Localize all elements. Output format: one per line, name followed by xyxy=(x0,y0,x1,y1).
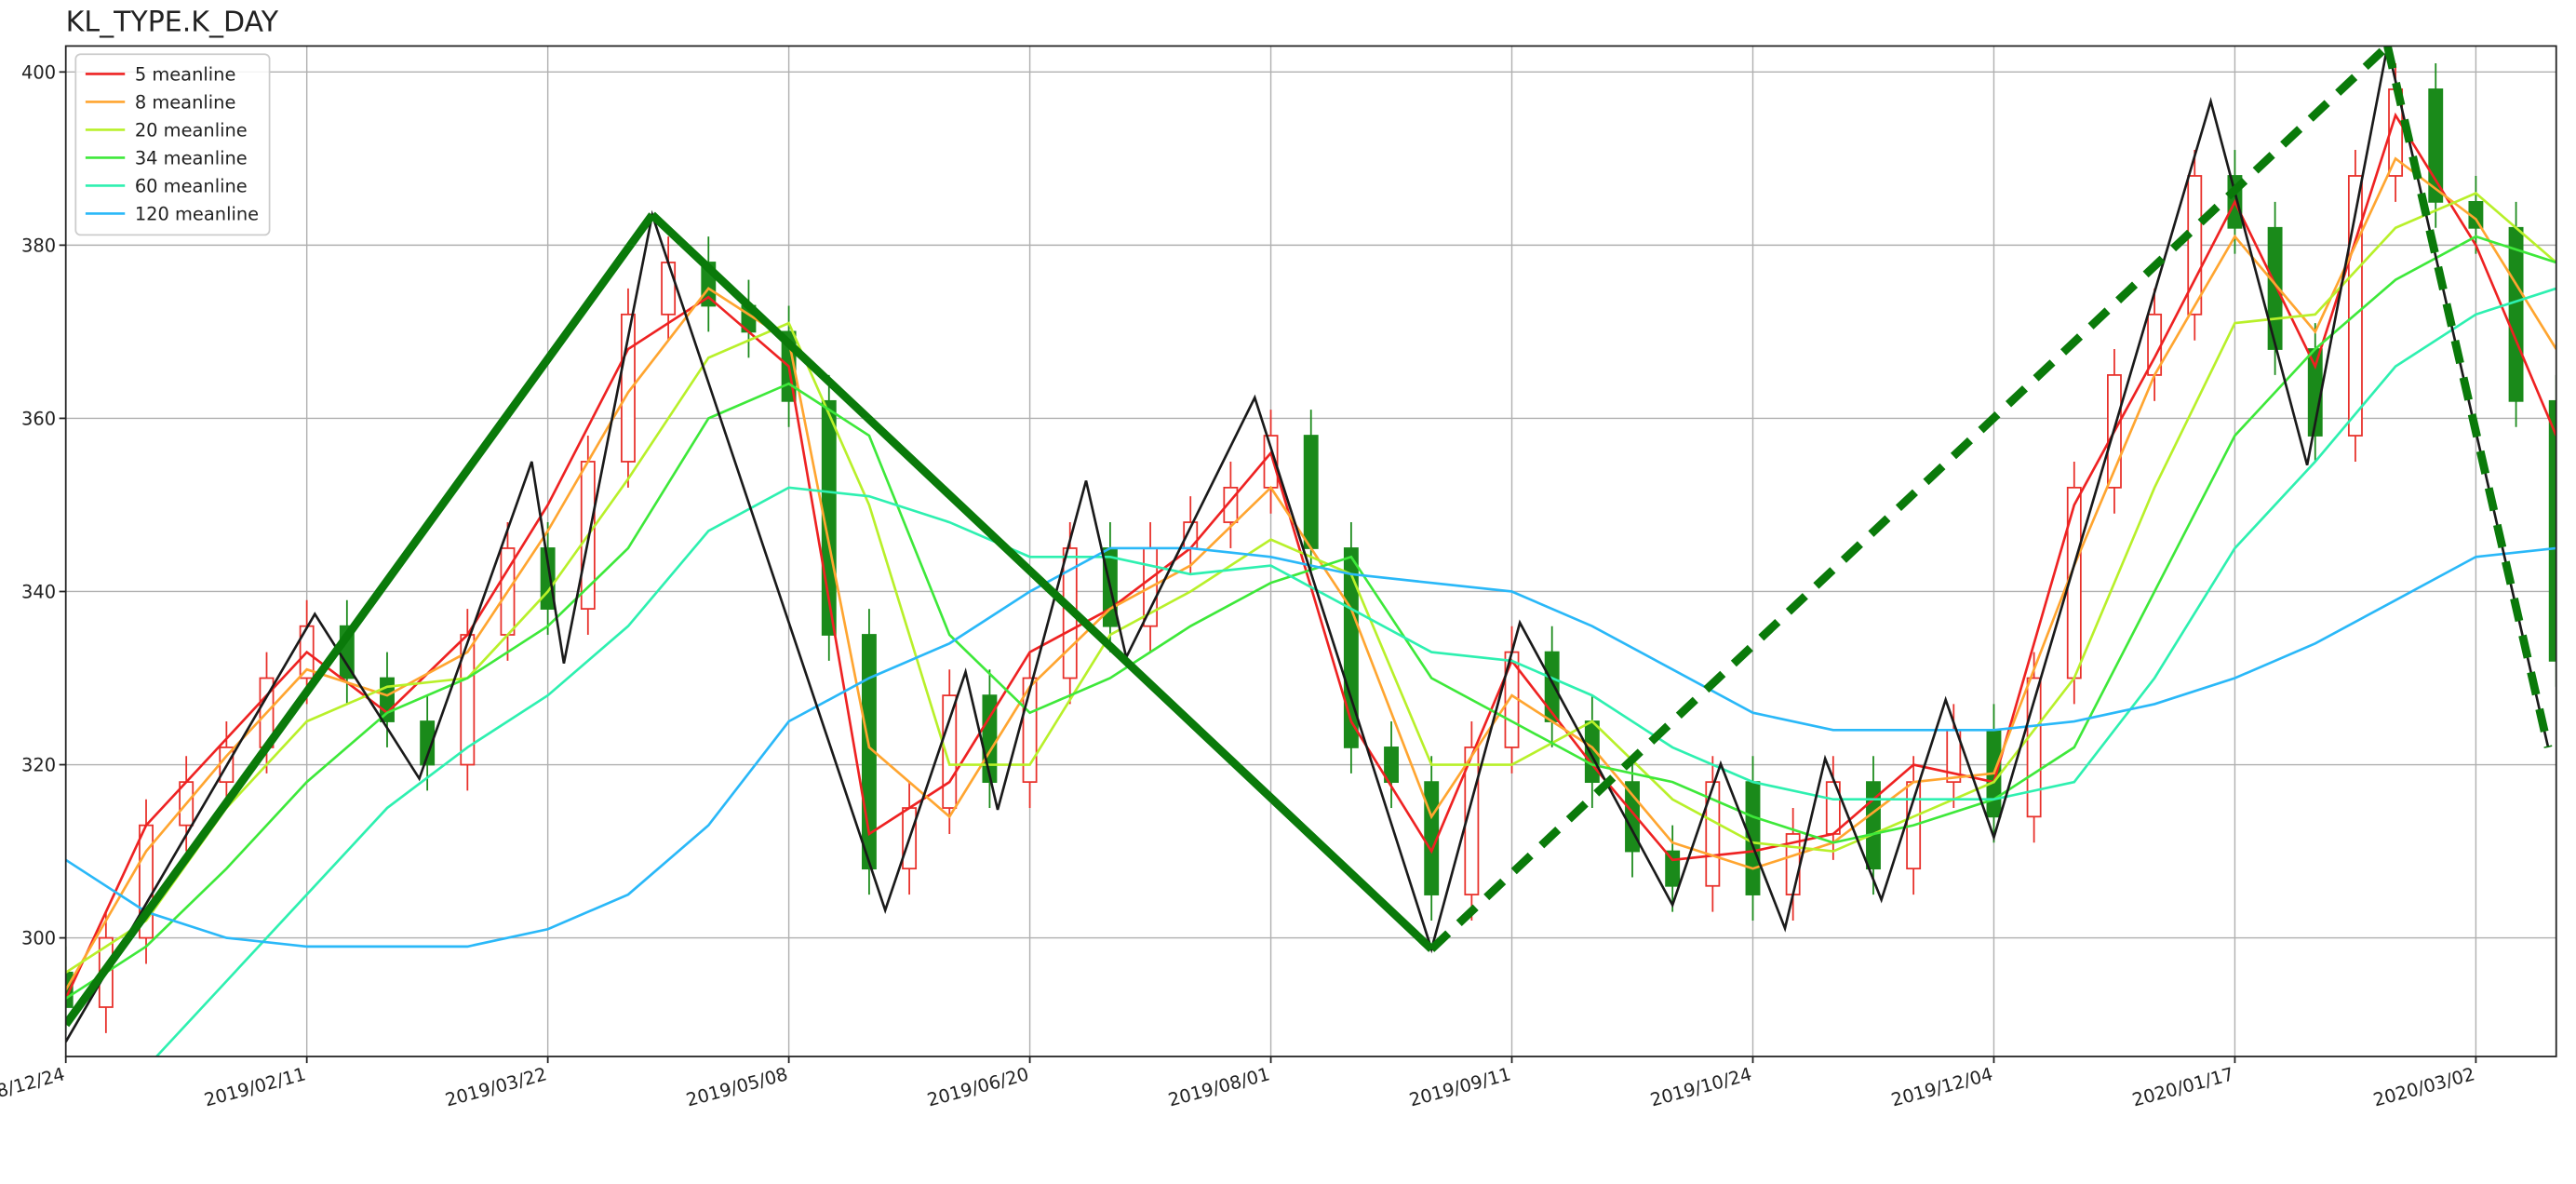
y-tick-label: 400 xyxy=(21,61,56,83)
candle-body xyxy=(1384,747,1399,784)
segment-line xyxy=(649,211,1435,952)
legend-label: 8 meanline xyxy=(135,92,236,114)
candle-body xyxy=(2187,175,2203,316)
candle-body xyxy=(2548,399,2556,662)
segment-line xyxy=(2383,46,2553,748)
legend-label: 120 meanline xyxy=(135,204,259,225)
plot-frame xyxy=(64,45,2557,1057)
y-tick-label: 380 xyxy=(21,235,56,256)
legend-label: 5 meanline xyxy=(135,63,236,85)
mean-line xyxy=(154,287,2556,1057)
candle-body xyxy=(1705,781,1721,887)
y-tick-label: 320 xyxy=(21,755,56,776)
candle-body xyxy=(661,262,677,316)
legend-label: 34 meanline xyxy=(135,148,248,169)
candle-body xyxy=(420,720,436,766)
candle-body xyxy=(942,694,958,809)
y-tick-label: 340 xyxy=(21,582,56,603)
candle-body xyxy=(1303,435,1319,549)
candle-body xyxy=(380,677,395,722)
segment-line xyxy=(1429,46,2391,952)
candle-body xyxy=(1665,850,1681,887)
legend: 5 meanline 8 meanline 20 meanline 34 meanli… xyxy=(74,53,271,236)
candle-body xyxy=(2508,226,2524,402)
y-tick-label: 360 xyxy=(21,408,56,429)
segment-line xyxy=(65,212,656,1028)
plot xyxy=(65,46,2556,1057)
legend-label: 20 meanline xyxy=(135,120,248,141)
candle-body xyxy=(1745,781,1761,895)
mean-line xyxy=(65,546,2556,949)
chart-title: KL_TYPE.K_DAY xyxy=(66,7,279,39)
legend-box xyxy=(74,53,271,236)
mean-line xyxy=(65,192,2556,974)
mean-line xyxy=(65,156,2556,991)
legend-label: 60 meanline xyxy=(135,176,248,197)
y-tick-label: 300 xyxy=(21,928,56,949)
candle-body xyxy=(1343,547,1359,748)
